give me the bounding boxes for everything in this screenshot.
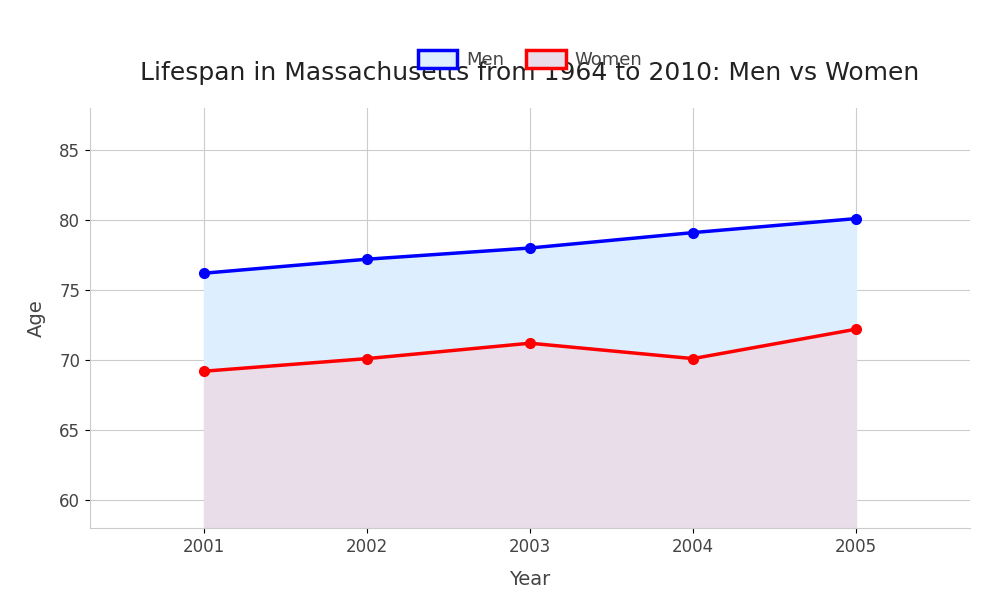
Y-axis label: Age: Age (26, 299, 45, 337)
Legend: Men, Women: Men, Women (409, 41, 651, 78)
X-axis label: Year: Year (509, 569, 551, 589)
Title: Lifespan in Massachusetts from 1964 to 2010: Men vs Women: Lifespan in Massachusetts from 1964 to 2… (140, 61, 920, 85)
